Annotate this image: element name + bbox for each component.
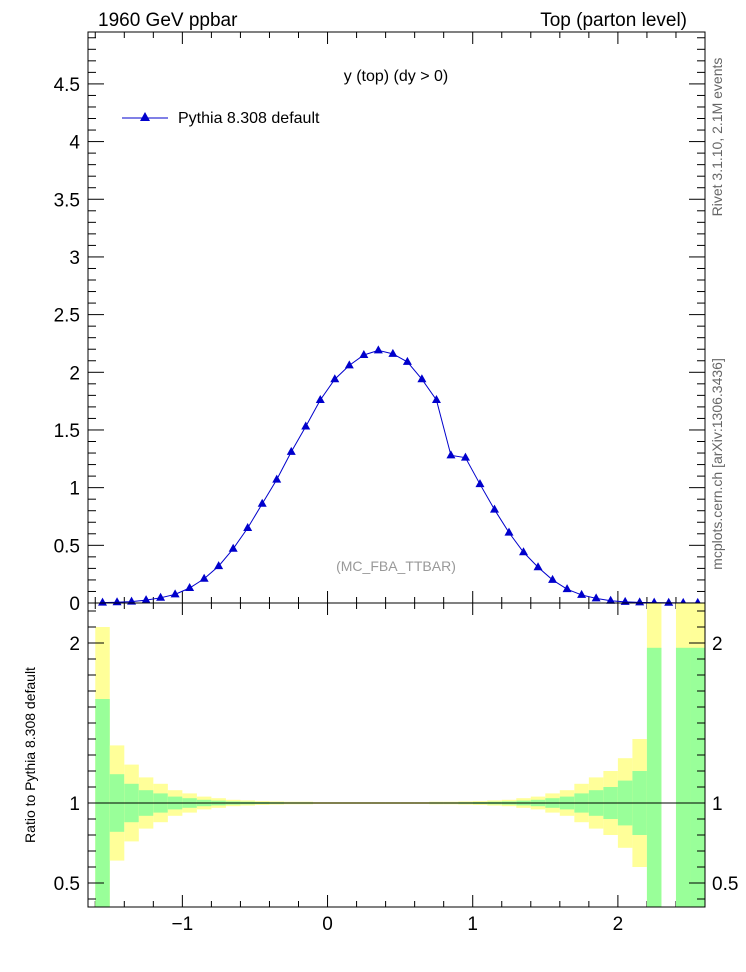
data-point [431, 394, 441, 403]
data-point [156, 592, 166, 601]
y-tick-label: 1.5 [54, 421, 80, 442]
ratio-y-tick-label: 0.5 [54, 874, 80, 895]
data-point [664, 597, 674, 606]
y-tick-label: 3.5 [54, 190, 80, 211]
y-tick-label: 0.5 [54, 536, 80, 557]
data-point [460, 452, 470, 461]
ratio-y-tick-label: 1 [69, 794, 80, 815]
data-point [591, 593, 601, 602]
data-point [286, 446, 296, 455]
header-right: Top (parton level) [540, 10, 687, 31]
data-point [475, 479, 485, 488]
data-point [562, 584, 572, 593]
ratio-y-axis-label: Ratio to Pythia 8.308 default [22, 667, 38, 843]
data-point [170, 589, 180, 598]
data-point [98, 597, 108, 606]
data-point [504, 527, 514, 536]
data-point [228, 543, 238, 552]
legend-label: Pythia 8.308 default [178, 110, 320, 127]
data-point [315, 394, 325, 403]
x-tick-label: −1 [172, 914, 194, 935]
ratio-panel: −1 0 1 2 0.5 0.5 1 1 2 2 Ratio to Pythia 8.308 def… [22, 602, 738, 935]
data-point [257, 498, 267, 507]
y-tick-label: 0 [69, 594, 80, 615]
data-point [185, 583, 195, 592]
data-point [272, 474, 282, 483]
data-point [330, 374, 340, 383]
y-tick-label: 3 [69, 248, 80, 269]
side-rivet: Rivet 3.1.10, 2.1M events [709, 58, 725, 217]
data-point [606, 595, 616, 604]
data-point [112, 597, 122, 606]
ratio-y-tick-label-right: 0.5 [712, 874, 738, 895]
x-tick-label: 1 [467, 914, 478, 935]
data-point [373, 345, 383, 354]
data-point [533, 562, 543, 571]
data-point [388, 348, 398, 357]
data-point [243, 523, 253, 532]
x-tick-label: 2 [613, 914, 624, 935]
data-point [214, 561, 224, 570]
data-point [301, 421, 311, 430]
y-tick-label: 2 [69, 363, 80, 384]
data-point [519, 547, 529, 556]
ratio-inner-band [675, 647, 691, 907]
ratio-frame [87, 602, 706, 908]
ratio-y-tick-label: 2 [69, 634, 80, 655]
main-panel: 0 0.5 1 1.5 2 2.5 3 3.5 4 4.5 y (top) (dy > 0) (MC_… [54, 31, 706, 907]
data-point [548, 574, 558, 583]
data-point [446, 450, 456, 459]
ratio-inner-band [646, 647, 662, 907]
analysis-watermark: (MC_FBA_TTBAR) [336, 558, 456, 574]
y-tick-label: 2.5 [54, 306, 80, 327]
data-point [199, 573, 209, 582]
data-point [417, 374, 427, 383]
y-tick-label: 4 [69, 133, 80, 154]
ratio-y-tick-label-right: 1 [712, 794, 723, 815]
data-point [141, 595, 151, 604]
ratio-inner-band [690, 647, 705, 907]
side-mcplots: mcplots.cern.ch [arXiv:1306.3436] [709, 358, 725, 570]
y-tick-label: 4.5 [54, 75, 80, 96]
data-point [359, 349, 369, 358]
header-left: 1960 GeV ppbar [98, 10, 238, 31]
data-point [577, 589, 587, 598]
data-point [402, 356, 412, 365]
data-point [489, 504, 499, 513]
y-tick-label: 1 [69, 479, 80, 500]
ratio-y-tick-label-right: 2 [712, 634, 723, 655]
x-tick-label: 0 [322, 914, 333, 935]
data-point [620, 596, 630, 605]
data-point [344, 360, 354, 369]
plot-title: y (top) (dy > 0) [344, 68, 448, 85]
legend-marker [140, 112, 150, 121]
data-point [635, 597, 645, 606]
